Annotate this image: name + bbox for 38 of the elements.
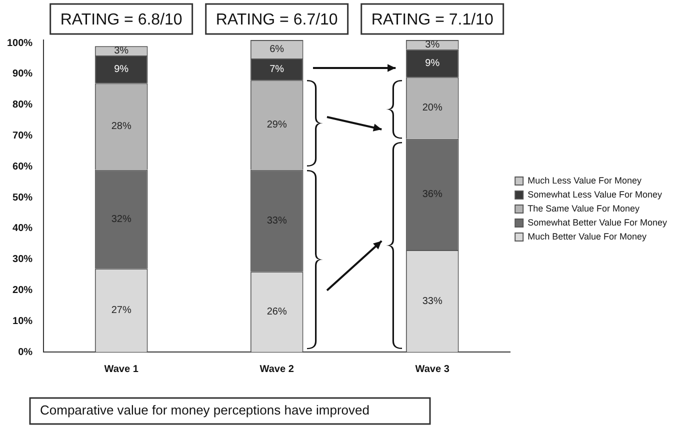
data-label: 9% (114, 64, 129, 76)
text: RATING = 6.8/10 (60, 11, 182, 28)
x-tick-label: Wave 1 (104, 364, 139, 375)
text: RATING = 7.1/10 (371, 11, 494, 28)
y-tick-label: 90% (12, 68, 33, 80)
y-tick-label: 20% (12, 284, 33, 296)
legend-label: Much Less Value For Money (528, 175, 642, 186)
y-tick-label: 70% (12, 130, 33, 142)
legend-label: Much Better Value For Money (528, 231, 647, 242)
data-label: 28% (111, 121, 132, 132)
data-label: 33% (266, 215, 287, 226)
data-label: 7% (270, 64, 284, 76)
data-label: 29% (266, 120, 287, 131)
data-label: 9% (425, 58, 440, 69)
data-label: 3% (114, 46, 129, 57)
legend-label: The Same Value For Money (528, 203, 640, 214)
data-label: 32% (111, 214, 132, 225)
data-label: 6% (270, 44, 284, 56)
x-tick-label: Wave 2 (260, 364, 294, 375)
y-tick-label: 50% (12, 192, 33, 204)
data-label: 20% (422, 102, 442, 114)
y-tick-label: 0% (18, 346, 33, 358)
legend-label: Somewhat Less Value For Money (528, 189, 662, 200)
y-tick-label: 80% (12, 100, 33, 111)
data-label: 26% (266, 306, 287, 318)
legend-label: Somewhat Better Value For Money (528, 217, 668, 228)
y-tick-label: 60% (12, 161, 33, 172)
data-label: 27% (111, 305, 132, 316)
text: Comparative value for money perceptions have improved (40, 402, 370, 418)
x-tick-label: Wave 3 (415, 364, 450, 375)
data-label: 3% (425, 39, 440, 50)
y-tick-label: 30% (12, 254, 33, 266)
y-tick-label: 100% (7, 38, 33, 49)
data-label: 33% (422, 296, 442, 307)
data-label: 36% (422, 189, 442, 200)
text: RATING = 6.7/10 (216, 11, 338, 28)
y-tick-label: 40% (12, 223, 33, 234)
y-tick-label: 10% (12, 316, 33, 327)
